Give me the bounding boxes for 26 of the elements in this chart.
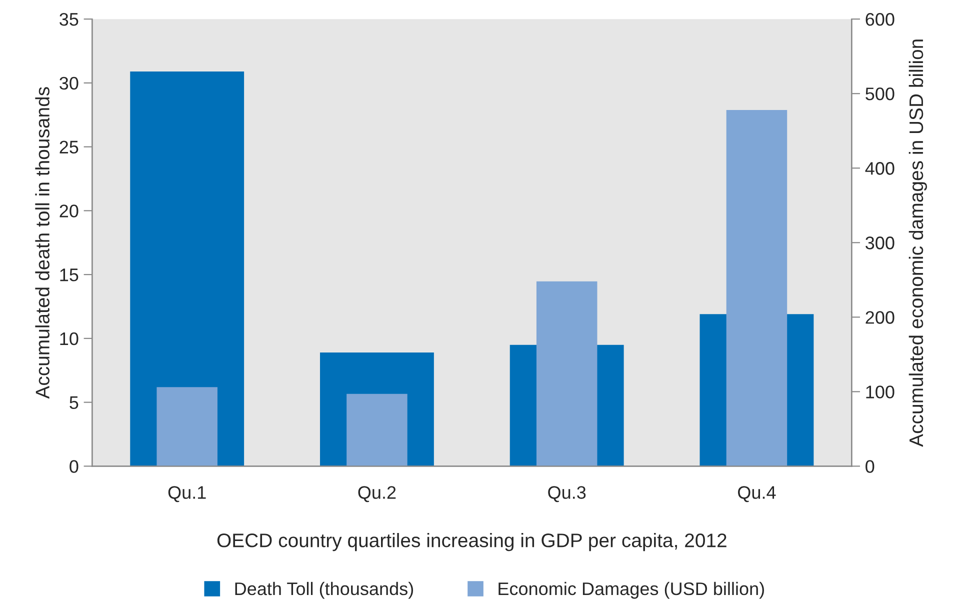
x-tick-label: Qu.3	[548, 486, 586, 502]
y2-tick-label: 600	[866, 13, 894, 26]
x-tick-label: Qu.2	[358, 486, 396, 502]
y2-tick-label: 0	[866, 460, 874, 473]
y2-axis-title: Accumulated economic damages in USD billion	[908, 40, 927, 447]
y-tick-label: 35	[60, 13, 78, 26]
y-axis-title: Accumulated death toll in thousands	[35, 87, 50, 399]
y-tick-label: 20	[60, 204, 78, 218]
bar	[346, 394, 408, 466]
x-axis-title: OECD country quartiles increasing in GDP per capita, 2012	[217, 533, 726, 552]
legend-label: Economic Damages (USD billion)	[498, 582, 764, 599]
x-tick-label: Qu.1	[168, 486, 206, 502]
bar	[156, 387, 218, 466]
y2-tick-label: 300	[866, 236, 894, 250]
y-tick-label: 30	[60, 76, 78, 90]
y-tick-label: 5	[70, 396, 78, 410]
y2-tick-label: 400	[865, 162, 894, 175]
y-tick-label: 0	[70, 460, 78, 473]
y2-tick-label: 100	[866, 386, 894, 398]
y2-tick-label: 200	[866, 311, 894, 324]
y-tick-label: 10	[60, 332, 78, 346]
legend-label: Death Toll (thousands)	[235, 582, 414, 599]
y2-tick-label: 500	[866, 88, 894, 100]
x-tick-label: Qu.4	[738, 486, 776, 502]
y-tick-label: 15	[60, 268, 78, 282]
y-tick-label: 25	[60, 140, 78, 154]
